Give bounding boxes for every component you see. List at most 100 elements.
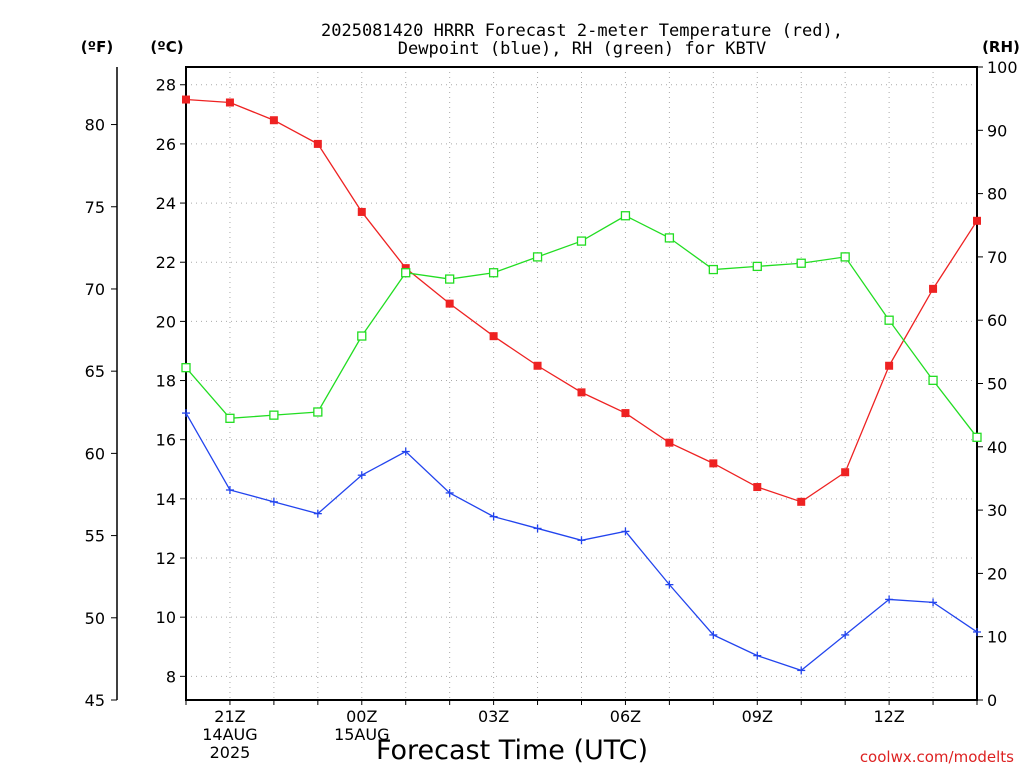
rh-tick-label: 90 bbox=[987, 121, 1007, 140]
data-point bbox=[357, 331, 367, 341]
data-point bbox=[972, 432, 982, 442]
data-point bbox=[973, 216, 981, 225]
rh-tick-label: 20 bbox=[987, 564, 1007, 583]
celsius-unit-label: (ºC) bbox=[150, 38, 183, 56]
fahrenheit-tick-label: 50 bbox=[85, 609, 105, 628]
celsius-tick-label: 24 bbox=[156, 194, 176, 213]
axes: 8 10 12 14 16 18 20 22 24 26 28 45 50 55 60 65 70 75 80 0 10… bbox=[85, 58, 1018, 710]
data-point bbox=[445, 274, 455, 284]
data-point bbox=[708, 264, 718, 275]
data-point bbox=[753, 483, 762, 492]
data-point bbox=[928, 375, 938, 385]
data-point bbox=[752, 261, 762, 272]
data-point bbox=[313, 139, 322, 148]
data-point bbox=[885, 595, 894, 604]
data-point bbox=[182, 409, 190, 418]
data-point bbox=[532, 252, 543, 262]
data-point bbox=[577, 388, 586, 397]
data-point bbox=[225, 98, 234, 107]
celsius-tick-label: 16 bbox=[156, 431, 176, 450]
data-point bbox=[753, 651, 762, 660]
x-tick-label: 09Z bbox=[742, 707, 773, 726]
fahrenheit-unit-label: (ºF) bbox=[81, 38, 113, 56]
fahrenheit-tick-label: 75 bbox=[85, 198, 105, 217]
data-point bbox=[357, 207, 366, 216]
series-dewpoint bbox=[182, 409, 981, 675]
data-point bbox=[665, 580, 674, 589]
data-point bbox=[445, 488, 454, 497]
data-point bbox=[885, 361, 894, 370]
x-tick-label: 00Z bbox=[346, 707, 377, 726]
series-rh bbox=[181, 211, 982, 442]
rh-tick-label: 70 bbox=[987, 248, 1007, 267]
data-series bbox=[181, 95, 982, 675]
rh-tick-label: 50 bbox=[987, 375, 1007, 394]
rh-tick-label: 80 bbox=[987, 185, 1007, 204]
data-point bbox=[313, 407, 323, 417]
fahrenheit-tick-label: 60 bbox=[85, 444, 105, 463]
data-point bbox=[313, 509, 322, 518]
data-point bbox=[840, 252, 850, 262]
rh-tick-label: 0 bbox=[987, 691, 997, 710]
rh-tick-label: 100 bbox=[987, 58, 1018, 77]
x-tick-label: 06Z bbox=[610, 707, 641, 726]
data-point bbox=[489, 512, 498, 521]
data-point bbox=[709, 630, 718, 639]
data-point bbox=[269, 410, 279, 420]
fahrenheit-tick-label: 70 bbox=[85, 280, 105, 299]
data-point bbox=[225, 485, 234, 494]
data-point bbox=[621, 527, 630, 536]
data-point bbox=[182, 95, 190, 104]
data-point bbox=[709, 459, 718, 468]
data-point bbox=[269, 497, 278, 506]
data-point bbox=[973, 627, 981, 636]
data-point bbox=[929, 598, 938, 607]
data-point bbox=[401, 268, 411, 278]
celsius-tick-label: 28 bbox=[156, 76, 176, 95]
data-point bbox=[401, 447, 410, 456]
data-point bbox=[225, 413, 235, 423]
data-point bbox=[445, 299, 454, 308]
fahrenheit-tick-label: 65 bbox=[85, 362, 105, 381]
credit-link[interactable]: coolwx.com/modelts bbox=[860, 748, 1014, 766]
series-temperature bbox=[182, 95, 981, 506]
rh-tick-label: 40 bbox=[987, 438, 1007, 457]
rh-tick-label: 10 bbox=[987, 628, 1007, 647]
data-point bbox=[576, 236, 587, 246]
celsius-tick-label: 12 bbox=[156, 549, 176, 568]
plot-frame bbox=[185, 66, 978, 701]
data-point bbox=[929, 284, 938, 293]
x-tick-label: 14AUG bbox=[202, 725, 257, 744]
celsius-tick-label: 14 bbox=[156, 490, 176, 509]
data-point bbox=[665, 438, 674, 447]
fahrenheit-tick-label: 55 bbox=[85, 527, 105, 546]
x-tick-label: 2025 bbox=[210, 743, 251, 762]
data-point bbox=[796, 258, 806, 268]
data-point bbox=[533, 361, 542, 370]
data-point bbox=[533, 524, 542, 533]
x-axis-label: Forecast Time (UTC) bbox=[376, 735, 648, 766]
data-point bbox=[181, 363, 191, 373]
celsius-tick-label: 10 bbox=[156, 608, 176, 627]
data-point bbox=[841, 630, 850, 639]
chart-title-line1: 2025081420 HRRR Forecast 2-meter Tempera… bbox=[321, 21, 843, 41]
series-line bbox=[185, 98, 978, 503]
rh-tick-label: 60 bbox=[987, 311, 1007, 330]
celsius-tick-label: 22 bbox=[156, 253, 176, 272]
data-point bbox=[577, 536, 586, 545]
x-tick-label: 21Z bbox=[214, 707, 245, 726]
celsius-tick-label: 18 bbox=[156, 372, 176, 391]
grid-lines bbox=[186, 67, 977, 700]
fahrenheit-tick-label: 80 bbox=[85, 116, 105, 135]
data-point bbox=[797, 497, 806, 506]
data-point bbox=[884, 315, 894, 325]
data-point bbox=[269, 116, 278, 125]
celsius-tick-label: 20 bbox=[156, 312, 176, 331]
data-point bbox=[841, 468, 850, 477]
celsius-tick-label: 8 bbox=[166, 667, 176, 686]
data-point bbox=[488, 268, 499, 278]
data-point bbox=[489, 332, 498, 341]
data-point bbox=[621, 409, 630, 418]
